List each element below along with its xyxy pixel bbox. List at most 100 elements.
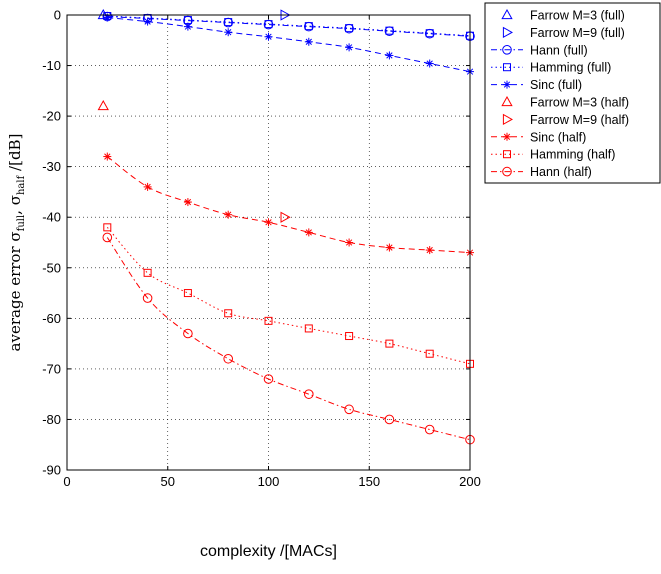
legend-entry: Sinc (full) (491, 78, 582, 92)
data-point (264, 316, 273, 325)
legend-entry: Farrow M=9 (full) (502, 26, 625, 40)
data-point (142, 293, 153, 303)
legend-marker (501, 95, 513, 107)
legend-marker (502, 26, 514, 39)
data-point (344, 404, 354, 415)
legend-label: Hamming (full) (530, 61, 611, 75)
legend-marker (501, 8, 513, 20)
legend-marker (502, 45, 512, 55)
legend-label: Farrow M=9 (half) (530, 113, 629, 127)
series-5 (97, 99, 109, 111)
data-point (103, 13, 112, 22)
x-axis-title: complexity /[MACs] (200, 543, 337, 560)
data-point (425, 246, 434, 255)
series-line (107, 17, 471, 73)
y-tick-label: -50 (42, 260, 61, 275)
data-point (304, 228, 313, 237)
legend-marker (503, 63, 511, 72)
y-tick-label: -70 (42, 361, 61, 376)
series-line (106, 237, 471, 441)
y-tick-label: 0 (54, 8, 61, 23)
data-point (97, 99, 109, 111)
data-point (304, 389, 314, 399)
series-line (106, 227, 471, 365)
x-tick-label: 0 (63, 474, 70, 489)
data-point (183, 328, 193, 339)
legend-label: Farrow M=3 (full) (530, 9, 625, 23)
y-axis-title-suffix: /[dB] (6, 134, 24, 176)
x-tick-label: 150 (358, 474, 380, 489)
legend-marker (503, 80, 511, 89)
data-point (183, 22, 192, 31)
series-4 (103, 13, 474, 76)
data-point (425, 349, 434, 358)
data-point (385, 51, 394, 60)
data-point (263, 374, 274, 384)
y-axis-title-sub-half: half (16, 174, 27, 195)
data-point (143, 268, 152, 277)
legend-label: Hann (half) (530, 165, 592, 179)
legend-label: Sinc (full) (530, 78, 582, 92)
legend: Farrow M=3 (full) Farrow M=9 (full) Hann (… (484, 2, 661, 184)
legend-entry: Farrow M=3 (full) (501, 8, 625, 23)
legend-entry: Hamming (half) (491, 148, 615, 162)
data-point (280, 211, 291, 223)
data-point (264, 218, 273, 227)
series-7 (103, 152, 474, 257)
data-point (425, 59, 434, 68)
y-axis-title: average error σfull, σhalf /[dB] (6, 134, 27, 352)
data-point (183, 289, 192, 298)
data-point (224, 28, 233, 37)
y-axis-title-separator: , σ (6, 195, 24, 215)
series-9 (102, 232, 475, 445)
data-point (304, 37, 313, 46)
y-tick-label: -10 (42, 58, 61, 73)
legend-marker (502, 166, 512, 177)
data-point (345, 24, 354, 33)
legend-entry: Hann (full) (491, 43, 588, 57)
data-point (385, 26, 394, 35)
data-point (304, 324, 313, 333)
data-point (264, 32, 273, 41)
data-point (223, 353, 233, 364)
data-point (385, 339, 394, 348)
axis-ticks: 0 50 100 150 200 0 -10 -20 -30 -40 -50 -60 -70 -80 -90 (42, 8, 481, 490)
x-tick-label: 200 (459, 474, 481, 489)
series-line (106, 156, 471, 254)
y-tick-label: -90 (42, 463, 61, 478)
legend-entry: Farrow M=9 (half) (502, 113, 629, 127)
legend-marker (503, 132, 511, 141)
data-point (224, 18, 233, 27)
data-point (143, 182, 152, 191)
legend-entry: Farrow M=3 (half) (501, 95, 629, 110)
data-point (424, 424, 435, 435)
data-point (384, 414, 395, 425)
data-point (183, 198, 192, 207)
data-point (143, 17, 152, 26)
series-3 (103, 12, 474, 40)
data-point (102, 232, 113, 243)
legend-label: Farrow M=9 (full) (530, 26, 625, 40)
legend-entry: Sinc (half) (491, 130, 586, 144)
data-point (385, 243, 394, 252)
series-2 (102, 11, 475, 42)
legend-entry: Hann (half) (491, 165, 592, 179)
y-tick-label: -40 (42, 210, 61, 225)
legend-entry: Hamming (full) (491, 61, 611, 75)
series-line (107, 15, 471, 37)
x-tick-label: 50 (161, 474, 175, 489)
y-tick-label: -20 (42, 109, 61, 124)
data-point (224, 309, 233, 318)
data-point (345, 238, 354, 247)
y-tick-label: -30 (42, 159, 61, 174)
legend-box (484, 2, 661, 184)
legend-label: Hann (full) (530, 43, 588, 57)
data-point (425, 29, 434, 38)
data-point (264, 20, 273, 29)
data-point (103, 152, 112, 161)
series-line (107, 16, 471, 37)
data-point (224, 210, 233, 219)
y-tick-label: -80 (42, 412, 61, 427)
x-tick-label: 100 (258, 474, 280, 489)
